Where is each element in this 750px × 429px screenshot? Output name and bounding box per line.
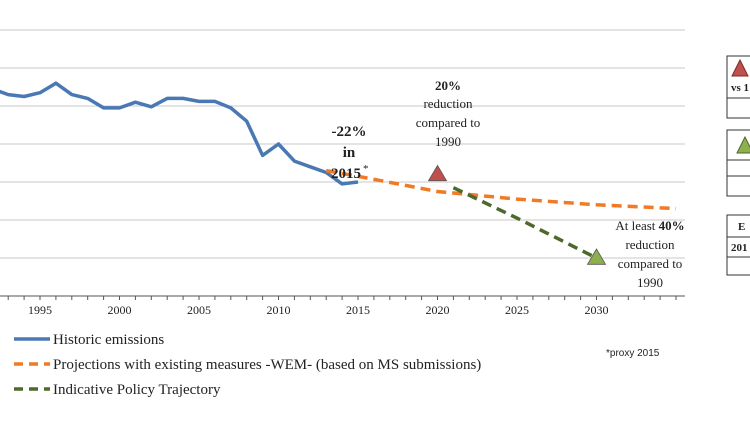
side-green-triangle-icon (736, 135, 750, 154)
annotation-2020-line4: 1990 (435, 134, 461, 149)
x-tick-label: 2030 (585, 303, 609, 317)
x-tick-label: 1995 (28, 303, 52, 317)
legend-label-wem: Projections with existing measures -WEM-… (53, 357, 481, 373)
side-red-triangle-icon (731, 58, 749, 77)
annotation-2030-prefix: At least (615, 218, 658, 233)
annotation-2030-line2: reduction (625, 237, 675, 252)
side-box-3 (726, 214, 750, 276)
target-markers (427, 164, 607, 265)
x-tick-label: 2020 (426, 303, 450, 317)
annotation-2030-percent: 40% (659, 218, 685, 233)
annotation-2020-line3: compared to (416, 115, 481, 130)
annotation-2015-line3: 2015 (331, 166, 361, 182)
legend-label-trajectory: Indicative Policy Trajectory (53, 382, 221, 398)
annotation-2015-star: * (363, 163, 369, 175)
series-historic-line (0, 81, 359, 186)
x-ticks: 1995 2000 2005 2010 2015 2020 2025 2030 (7, 296, 677, 317)
side-box-3-text-2: 201 (731, 242, 748, 254)
annotation-2020-line2: reduction (423, 96, 473, 111)
series-trajectory-line (452, 186, 598, 260)
gridlines (0, 29, 685, 259)
x-tick-label: 2000 (108, 303, 132, 317)
side-box-1-text: vs 1 (731, 82, 749, 94)
series-layer (0, 81, 677, 260)
annotation-2030-line4: 1990 (637, 275, 663, 290)
annotation-2020-percent: 20% (435, 78, 461, 93)
legend-label-historic: Historic emissions (53, 332, 164, 348)
annotation-2015-line2: in (343, 145, 356, 161)
proxy-footnote: *proxy 2015 (606, 348, 660, 359)
x-tick-label: 2025 (505, 303, 529, 317)
annotation-2015-line1: -22% (332, 124, 367, 140)
series-wem-line (325, 168, 677, 211)
x-tick-label: 2010 (267, 303, 291, 317)
x-tick-label: 2005 (187, 303, 211, 317)
target-triangle-icon (586, 248, 607, 265)
side-box-3-text-1: E (738, 221, 745, 233)
x-tick-label: 2015 (346, 303, 370, 317)
side-panel: vs 1 E 201 (726, 55, 750, 276)
annotation-2030-line1: At least 40% (615, 218, 684, 233)
target-triangle-icon (427, 164, 448, 182)
legend: Historic emissions Projections with exis… (14, 332, 481, 398)
annotation-2030-line3: compared to (618, 256, 683, 271)
